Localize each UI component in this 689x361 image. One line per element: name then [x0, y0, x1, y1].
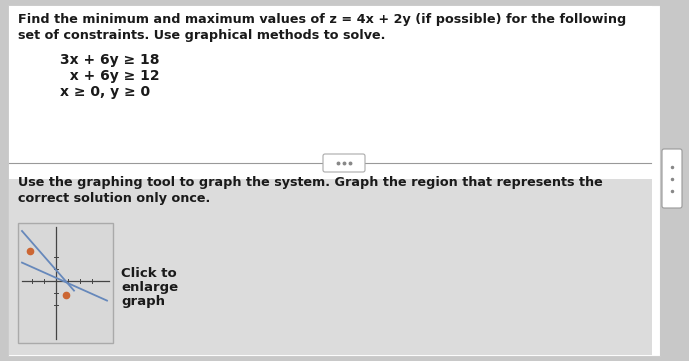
- Text: Find the minimum and maximum values of z = 4x + 2y (if possible) for the followi: Find the minimum and maximum values of z…: [18, 13, 626, 26]
- Text: x ≥ 0, y ≥ 0: x ≥ 0, y ≥ 0: [60, 85, 150, 99]
- FancyBboxPatch shape: [660, 5, 684, 356]
- Text: set of constraints. Use graphical methods to solve.: set of constraints. Use graphical method…: [18, 29, 385, 42]
- FancyBboxPatch shape: [8, 5, 660, 356]
- FancyBboxPatch shape: [9, 164, 652, 355]
- Text: Use the graphing tool to graph the system. Graph the region that represents the: Use the graphing tool to graph the syste…: [18, 176, 603, 189]
- Text: enlarge: enlarge: [121, 280, 178, 293]
- Text: 3x + 6y ≥ 18: 3x + 6y ≥ 18: [60, 53, 159, 67]
- Text: Click to: Click to: [121, 267, 177, 280]
- FancyBboxPatch shape: [662, 149, 682, 208]
- FancyBboxPatch shape: [9, 6, 652, 179]
- Text: correct solution only once.: correct solution only once.: [18, 192, 210, 205]
- FancyBboxPatch shape: [323, 154, 365, 172]
- FancyBboxPatch shape: [18, 223, 113, 343]
- FancyBboxPatch shape: [9, 6, 652, 179]
- Text: x + 6y ≥ 12: x + 6y ≥ 12: [60, 69, 160, 83]
- Text: graph: graph: [121, 295, 165, 308]
